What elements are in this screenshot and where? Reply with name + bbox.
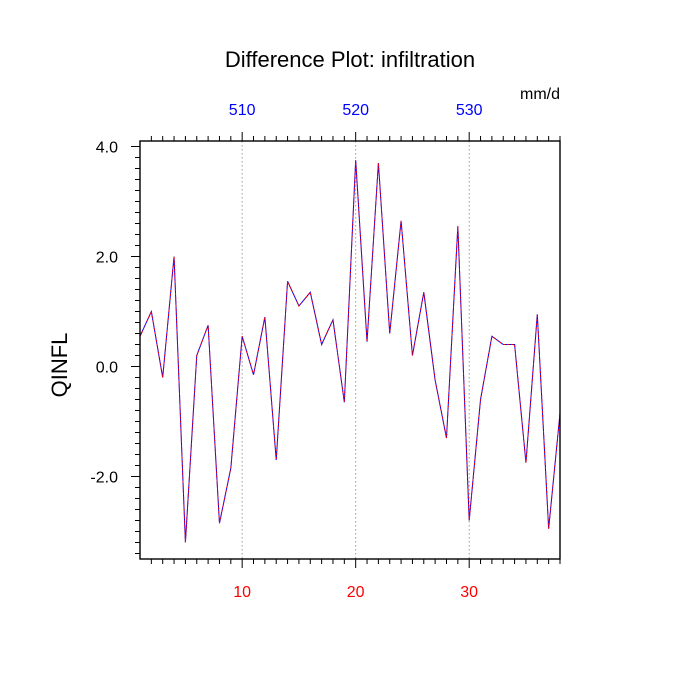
units-label: mm/d — [520, 86, 560, 103]
left-tick-label: 0.0 — [96, 360, 118, 377]
chart-title: Difference Plot: infiltration — [225, 47, 475, 72]
plot-frame — [139, 140, 561, 560]
top-tick-label: 530 — [456, 102, 483, 119]
top-tick-labels: 510 520 530 — [229, 102, 483, 119]
series-line — [139, 160, 561, 543]
top-tick-label: 520 — [342, 102, 369, 119]
bottom-tick-label: 30 — [460, 584, 478, 601]
bottom-tick-labels: 10 20 30 — [233, 584, 478, 601]
left-tick-labels: 4.0 2.0 0.0 -2.0 — [90, 140, 118, 487]
top-tick-label: 510 — [229, 102, 256, 119]
series-group — [139, 160, 561, 543]
grid-lines — [241, 141, 470, 559]
left-tick-label: 4.0 — [96, 140, 118, 157]
axis-ticks — [131, 132, 561, 568]
y-axis-label: QINFL — [47, 333, 72, 398]
series-line-overlay — [139, 160, 561, 543]
bottom-tick-label: 10 — [233, 584, 251, 601]
left-tick-label: -2.0 — [90, 470, 118, 487]
left-tick-label: 2.0 — [96, 250, 118, 267]
bottom-tick-label: 20 — [347, 584, 365, 601]
